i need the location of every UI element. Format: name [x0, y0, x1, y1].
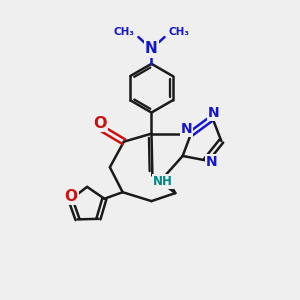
Text: N: N	[181, 122, 192, 136]
Text: O: O	[94, 116, 107, 131]
Text: N: N	[145, 41, 158, 56]
Text: CH₃: CH₃	[168, 27, 189, 37]
Text: NH: NH	[153, 175, 173, 188]
Text: N: N	[206, 155, 218, 169]
Text: CH₃: CH₃	[113, 27, 134, 37]
Text: N: N	[208, 106, 220, 120]
Text: O: O	[64, 189, 78, 204]
